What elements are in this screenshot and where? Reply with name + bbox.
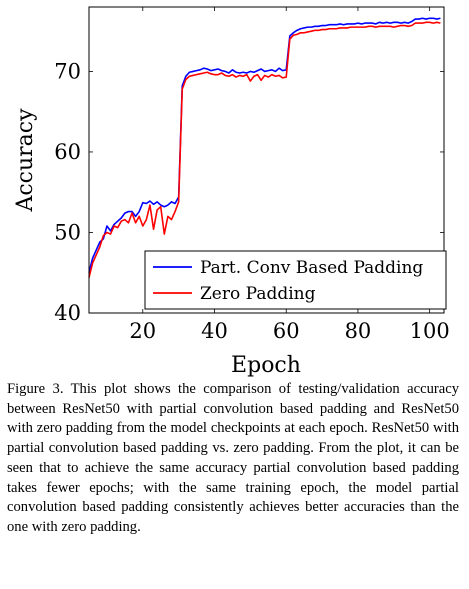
- legend: Part. Conv Based Padding Zero Padding: [144, 250, 447, 310]
- x-tick-label: 20: [129, 319, 156, 343]
- legend-label: Zero Padding: [200, 284, 316, 304]
- series-line-part-conv: [88, 17, 441, 273]
- x-tick-label: 60: [273, 319, 300, 343]
- x-tick-label: 40: [201, 319, 228, 343]
- y-tick-label: 60: [54, 140, 81, 164]
- series-line-zero-padding: [88, 21, 441, 278]
- axis-ticks: 20 40 60 80 100 40 50 60 70: [54, 7, 450, 343]
- y-axis-label: Accuracy: [13, 108, 38, 213]
- y-tick-label: 70: [54, 59, 81, 83]
- y-tick-label: 50: [54, 220, 81, 244]
- legend-label: Part. Conv Based Padding: [200, 258, 423, 278]
- figure-caption: Figure 3. This plot shows the comparison…: [7, 381, 459, 535]
- line-chart: 20 40 60 80 100 40 50 60 70 Part. Conv Based Pad…: [13, 6, 450, 378]
- plot-frame: [88, 6, 445, 314]
- x-tick-label: 100: [410, 319, 450, 343]
- y-tick-label: 40: [54, 301, 81, 325]
- series-lines: [88, 17, 441, 278]
- x-axis-label: Epoch: [231, 353, 301, 378]
- x-tick-label: 80: [345, 319, 372, 343]
- legend-box: [144, 250, 447, 310]
